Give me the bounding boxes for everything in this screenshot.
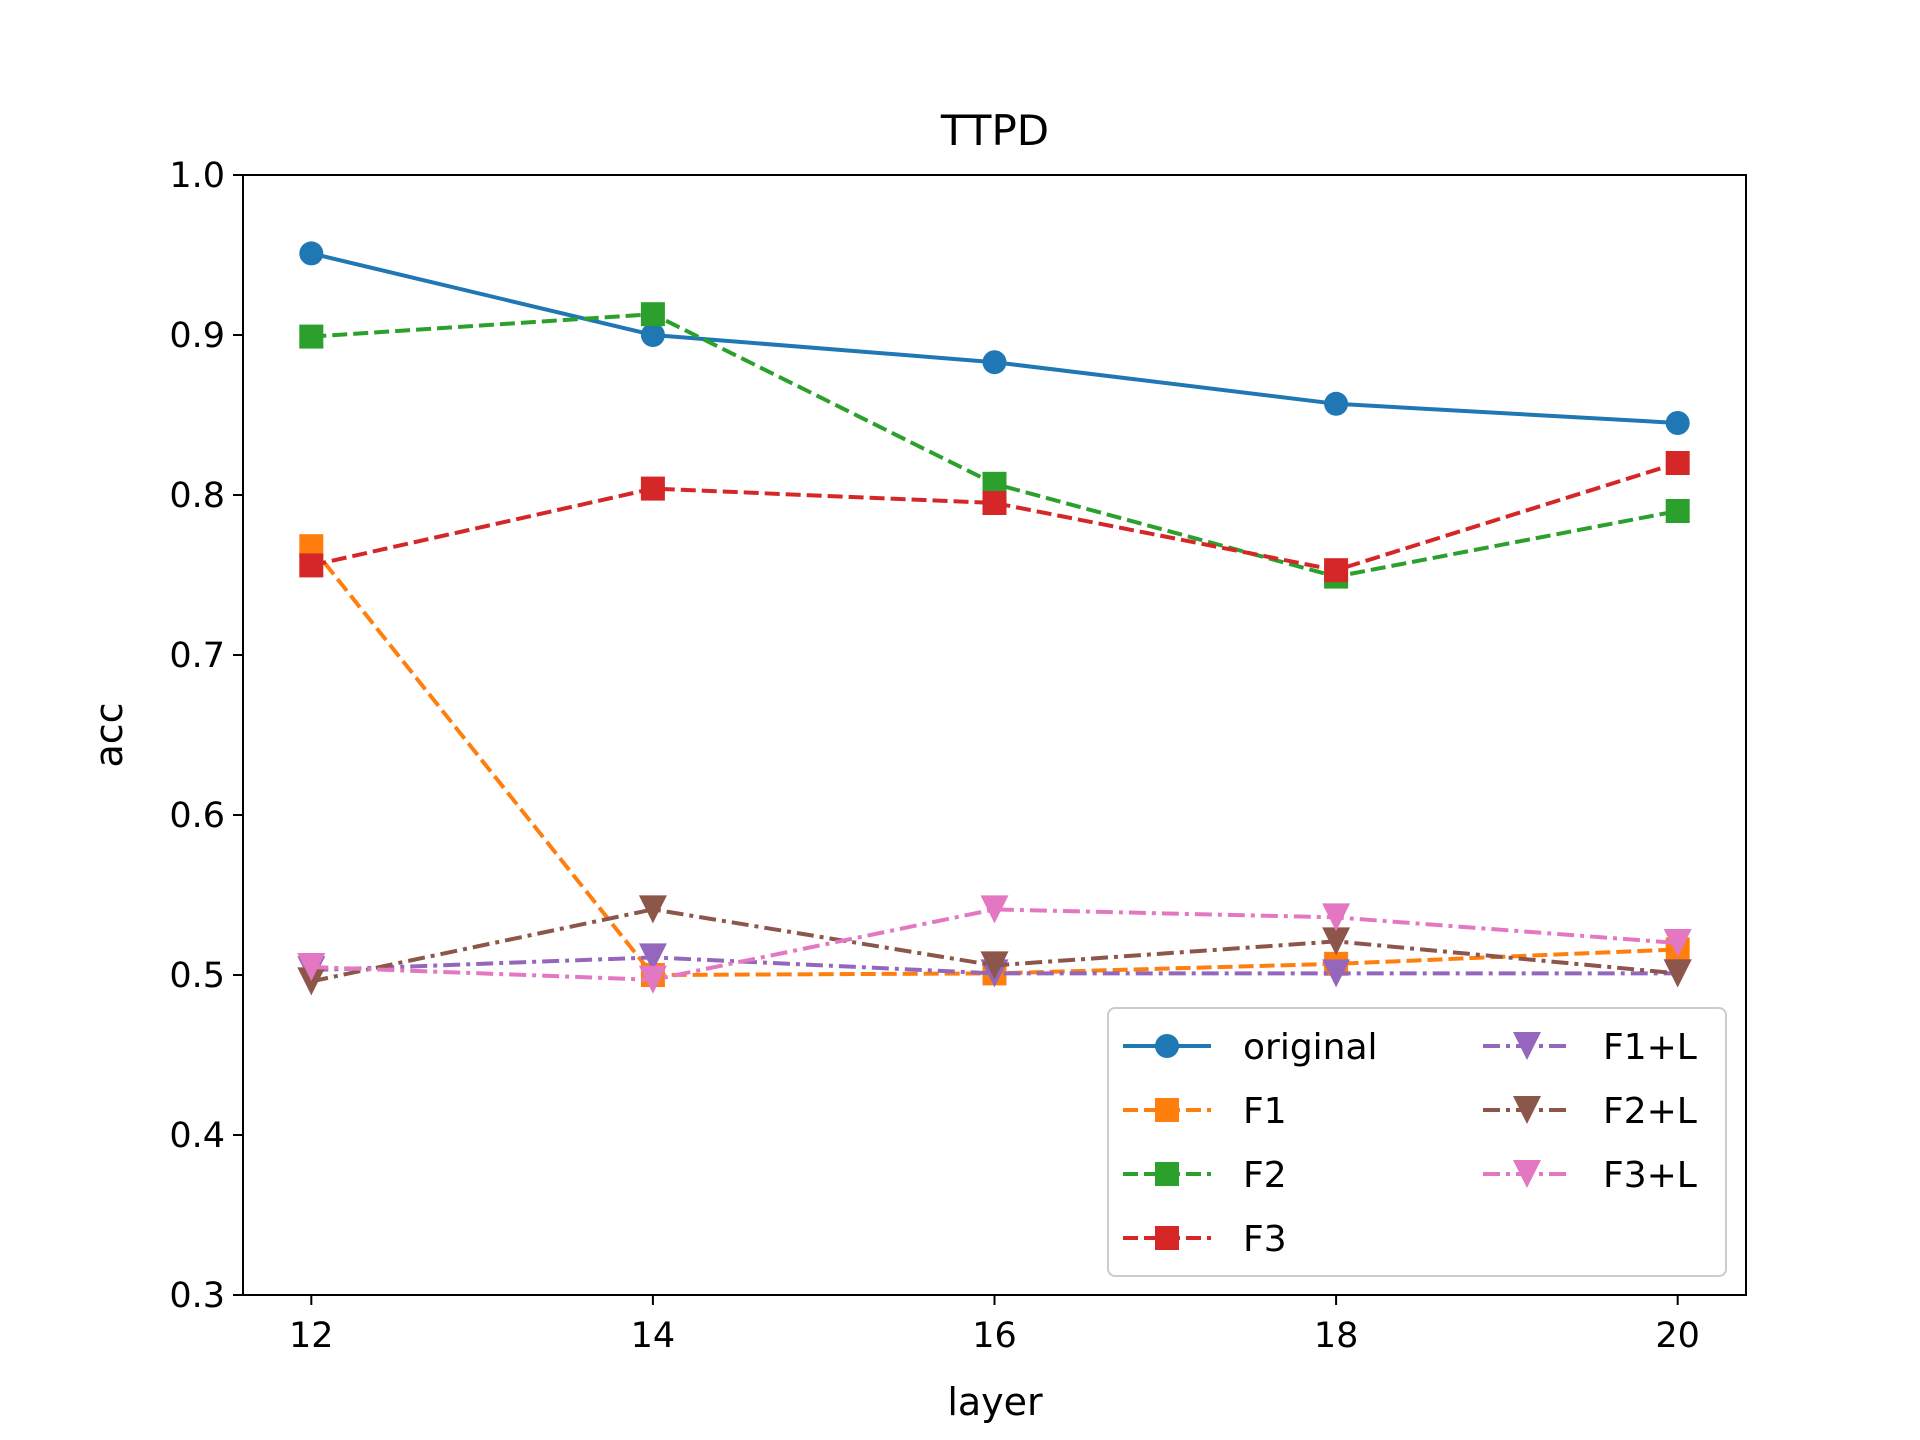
legend-label: F3 (1243, 1219, 1287, 1260)
plot-area (297, 241, 1692, 996)
x-tick-label: 20 (1655, 1316, 1700, 1356)
data-point-original-12 (299, 241, 324, 266)
data-point-F2+L-18 (1322, 927, 1351, 956)
chart-title: TTPD (940, 106, 1049, 155)
data-point-original-20 (1665, 411, 1690, 435)
data-point-F3-20 (1665, 451, 1690, 475)
y-tick-label: 0.9 (169, 316, 225, 356)
data-point-F1+L-14 (638, 943, 667, 972)
legend-label: F1+L (1603, 1027, 1697, 1068)
legend-item-F1: F1 (1123, 1091, 1287, 1132)
legend-item-F1+L: F1+L (1483, 1027, 1697, 1068)
series-line-original (310, 251, 1678, 425)
legend-marker (1513, 1160, 1541, 1188)
legend-label: F3+L (1603, 1155, 1697, 1196)
x-axis-label: layer (947, 1380, 1043, 1424)
data-point-F2+L-12 (297, 967, 326, 996)
legend-box (1107, 1007, 1727, 1277)
y-tick-label: 0.3 (169, 1276, 225, 1316)
series-line-F3+L (311, 907, 1678, 982)
data-point-F3-16 (982, 491, 1007, 515)
series-line-F3 (310, 461, 1679, 573)
legend-item-F3+L: F3+L (1483, 1155, 1697, 1196)
legend-marker (1155, 1034, 1179, 1058)
x-tick-label: 12 (289, 1316, 334, 1356)
data-point-original-14 (640, 323, 665, 347)
data-point-F2+L-20 (1663, 959, 1692, 988)
data-point-F3+L-20 (1663, 929, 1692, 957)
data-point-F3+L-18 (1322, 903, 1351, 932)
data-point-F3-18 (1324, 558, 1349, 583)
y-axis-label: acc (87, 702, 131, 767)
data-point-F2-12 (299, 324, 324, 349)
data-point-F3+L-16 (980, 895, 1009, 924)
data-point-original-16 (982, 350, 1007, 375)
legend-item-F2: F2 (1123, 1155, 1287, 1196)
legend-marker (1513, 1032, 1541, 1060)
legend-marker (1155, 1226, 1179, 1250)
data-point-F3-14 (640, 476, 665, 501)
data-point-F3+L-14 (638, 965, 667, 994)
data-point-F2-14 (640, 302, 665, 327)
y-tick-label: 0.6 (169, 796, 225, 836)
legend-label: F1 (1243, 1091, 1287, 1132)
series-F2+L (297, 895, 1692, 996)
x-tick-label: 14 (631, 1316, 676, 1356)
legend-item-F3: F3 (1123, 1219, 1287, 1260)
legend-marker (1155, 1098, 1179, 1122)
legend-item-original: original (1123, 1027, 1378, 1068)
legend-marker (1155, 1162, 1179, 1186)
data-point-F2+L-14 (638, 895, 667, 924)
y-tick-label: 0.8 (169, 476, 225, 516)
x-tick-label: 16 (972, 1316, 1017, 1356)
x-tick-label: 18 (1314, 1316, 1359, 1356)
legend-label: F2 (1243, 1155, 1287, 1196)
legend-item-F2+L: F2+L (1483, 1091, 1697, 1132)
data-point-F1+L-18 (1322, 959, 1351, 988)
series-original (299, 241, 1690, 435)
data-point-F3-12 (299, 553, 324, 578)
legend-label: F2+L (1603, 1091, 1697, 1132)
series-F2 (299, 302, 1690, 589)
legend-label: original (1243, 1027, 1378, 1068)
y-tick-label: 1.0 (169, 156, 225, 196)
data-point-F2-20 (1665, 499, 1690, 523)
data-point-F3+L-12 (297, 953, 326, 981)
legend: original F1 F2 F3 F1+L F2+L F3+L (1107, 1007, 1727, 1277)
y-tick-label: 0.7 (169, 636, 225, 676)
data-point-F2+L-16 (980, 951, 1009, 980)
series-F3 (299, 451, 1690, 583)
legend-marker (1513, 1096, 1541, 1124)
y-tick-label: 0.5 (169, 956, 225, 996)
data-point-original-18 (1324, 391, 1349, 416)
series-F3+L (297, 895, 1692, 994)
axis-ticks: 12 14 16 18 20 0.3 0.4 0.5 0.6 0.7 0.8 0.9 1.0 (169, 156, 1700, 1356)
y-tick-label: 0.4 (169, 1116, 225, 1156)
